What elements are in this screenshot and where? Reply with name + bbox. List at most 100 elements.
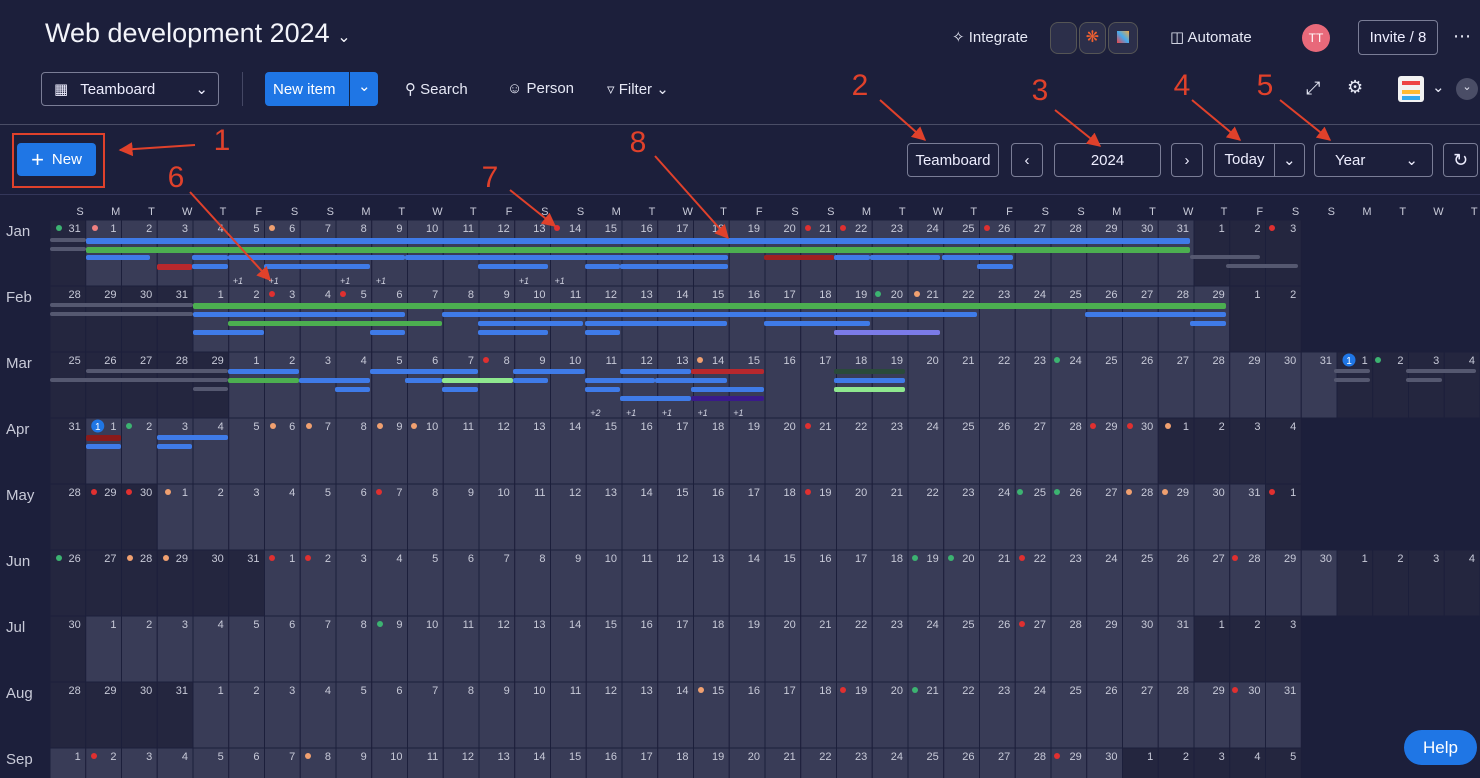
- help-button[interactable]: Help: [1404, 730, 1477, 765]
- day-cell: [1014, 681, 1052, 749]
- weekday-label: W: [1183, 206, 1194, 218]
- status-dot: [165, 489, 171, 495]
- board-button[interactable]: Teamboard: [907, 143, 999, 177]
- day-cell: [1193, 285, 1231, 353]
- day-cell: [1229, 219, 1266, 287]
- fullscreen[interactable]: ⤢: [1306, 78, 1321, 98]
- refresh-button[interactable]: ↻: [1443, 143, 1478, 177]
- integrate[interactable]: ✧ Integrate: [952, 29, 1028, 46]
- day-number: 3: [289, 289, 295, 301]
- day-number: 16: [605, 751, 617, 763]
- toolbar-border: [0, 124, 1480, 125]
- day-cell: [1086, 747, 1123, 778]
- day-number: 1: [1254, 289, 1260, 301]
- day-cell: [1193, 549, 1231, 617]
- person[interactable]: ☺ Person: [507, 80, 575, 97]
- next-button[interactable]: ›: [1171, 143, 1203, 177]
- month-label: Jun: [6, 553, 30, 570]
- day-number: 30: [69, 619, 81, 631]
- day-number: 6: [468, 553, 474, 565]
- weekday-label: W: [933, 206, 944, 218]
- app-logo[interactable]: [1398, 76, 1424, 102]
- event-bar: [228, 378, 299, 383]
- day-cell: [1193, 219, 1231, 287]
- status-dot: [377, 423, 383, 429]
- invite-button[interactable]: Invite / 8: [1358, 20, 1438, 55]
- status-dot: [1090, 423, 1096, 429]
- day-number: 28: [69, 487, 81, 499]
- weekday-label: T: [470, 206, 477, 218]
- collapse[interactable]: ⌄: [1456, 78, 1478, 100]
- day-number: 22: [962, 289, 974, 301]
- badge-text: 1: [1346, 356, 1352, 367]
- status-dot: [914, 291, 920, 297]
- day-cell: [728, 483, 766, 551]
- day-number: 1: [218, 289, 224, 301]
- day-number: 25: [1034, 487, 1046, 499]
- event-bar: [1334, 369, 1370, 373]
- event-bar: [834, 387, 905, 392]
- more-menu[interactable]: ⋯: [1453, 26, 1471, 46]
- search[interactable]: ⚲ Search: [405, 81, 468, 98]
- day-cell: [442, 483, 480, 551]
- day-number: 28: [1070, 421, 1082, 433]
- status-dot: [1019, 555, 1025, 561]
- day-cell: [299, 549, 337, 617]
- day-number: 22: [998, 355, 1010, 367]
- day-cell: [1050, 351, 1088, 419]
- weekday-label: F: [1006, 206, 1013, 218]
- annotation-arrow: [1279, 99, 1332, 141]
- today-button[interactable]: Today ⌄: [1214, 143, 1305, 177]
- avatar[interactable]: TT: [1302, 24, 1330, 52]
- day-number: 27: [1034, 223, 1046, 235]
- automate[interactable]: ◫ Automate: [1170, 29, 1252, 46]
- day-number: 30: [1248, 685, 1260, 697]
- day-number: 14: [533, 751, 545, 763]
- event-bar: [585, 378, 655, 383]
- settings[interactable]: ⚙: [1347, 77, 1364, 97]
- day-number: 31: [69, 421, 81, 433]
- day-number: 2: [146, 223, 152, 235]
- day-number: 4: [182, 751, 188, 763]
- day-number: 15: [605, 421, 617, 433]
- day-number: 6: [253, 751, 259, 763]
- day-number: 2: [1254, 223, 1260, 235]
- day-number: 3: [146, 751, 152, 763]
- day-number: 3: [1433, 355, 1439, 367]
- day-cell: [1086, 681, 1123, 749]
- day-cell: [335, 747, 373, 778]
- weekday-label: M: [1112, 206, 1121, 218]
- day-cell: [442, 351, 480, 419]
- day-number: 17: [784, 289, 796, 301]
- view-select[interactable]: ▦ Teamboard ⌄: [41, 72, 219, 106]
- badge: [91, 419, 105, 433]
- day-number: 30: [1213, 487, 1225, 499]
- year-field[interactable]: 2024: [1054, 143, 1161, 177]
- day-number: 16: [641, 223, 653, 235]
- day-cell: [836, 417, 873, 485]
- new-item-button[interactable]: New item ⌄: [265, 72, 378, 106]
- annotation-arrow: [1054, 109, 1102, 147]
- day-number: 7: [325, 223, 331, 235]
- event-bar: [764, 321, 870, 326]
- prev-button[interactable]: ‹: [1011, 143, 1043, 177]
- day-number: 7: [325, 421, 331, 433]
- app-chevron[interactable]: ⌄: [1432, 79, 1445, 96]
- day-number: 7: [396, 487, 402, 499]
- scale-select[interactable]: Year ⌄: [1314, 143, 1433, 177]
- status-dot: [805, 489, 811, 495]
- new-button[interactable]: + New: [17, 143, 96, 176]
- day-number: 10: [533, 289, 545, 301]
- day-number: 25: [1070, 289, 1082, 301]
- status-dot: [126, 423, 132, 429]
- day-number: 12: [498, 421, 510, 433]
- board-title[interactable]: Web development 2024 ⌄: [45, 18, 351, 48]
- controls-border: [0, 194, 1480, 195]
- day-cell: [478, 747, 516, 778]
- day-number: 20: [784, 223, 796, 235]
- filter[interactable]: ▿ Filter ⌄: [607, 81, 669, 98]
- status-dot: [411, 423, 417, 429]
- day-cell: [371, 285, 408, 353]
- status-dot: [1269, 225, 1275, 231]
- day-cell: [1157, 615, 1195, 683]
